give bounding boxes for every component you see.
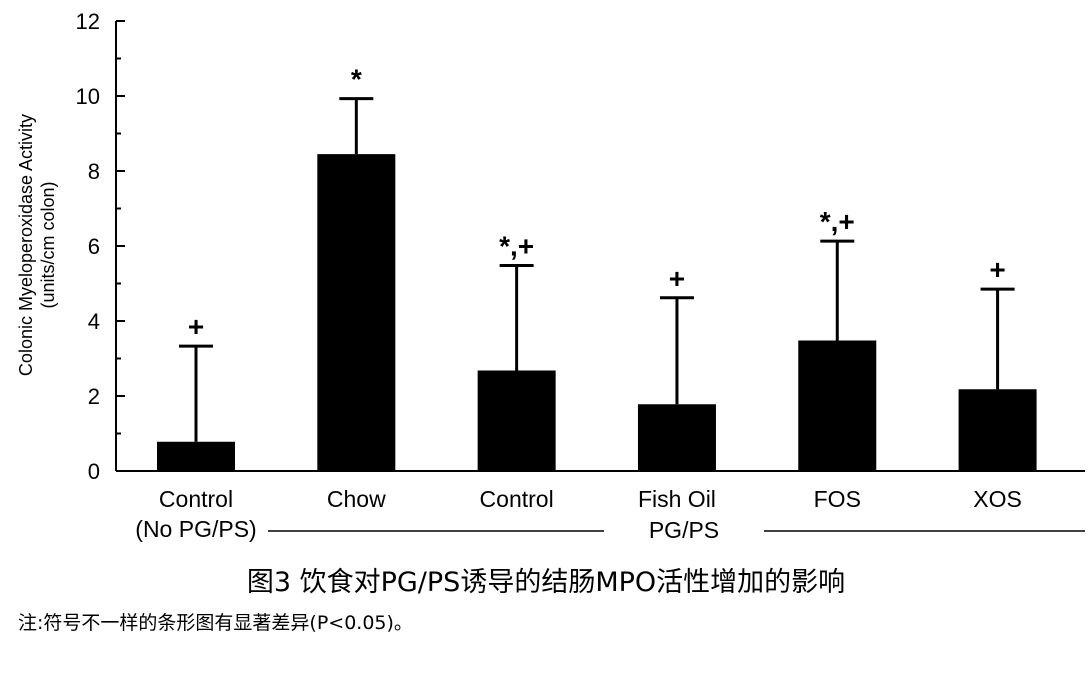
figure-note: 注:符号不一样的条形图有显著差异(P<0.05)。 [18, 612, 413, 634]
y-tick-label: 6 [88, 234, 100, 259]
bar [958, 389, 1037, 471]
bar-chart: 0 2 4 6 8 10 12 + * *,+ + *,+ + Control (No PG/PS) Ch… [16, 9, 1085, 543]
y-tick-label: 0 [88, 459, 100, 484]
significance-mark: * [351, 64, 362, 95]
category-labels: Control (No PG/PS) Chow Control Fish Oil FOS X… [135, 486, 1085, 543]
category-label: Control [480, 486, 554, 512]
y-tick-label: 12 [76, 9, 100, 34]
group-label: PG/PS [649, 517, 719, 543]
significance-mark: + [989, 254, 1005, 285]
category-label: Control [159, 486, 233, 512]
bars: + * *,+ + *,+ + [157, 64, 1037, 471]
significance-mark: + [188, 311, 204, 342]
y-tick-label: 4 [88, 309, 100, 334]
y-tick-label: 2 [88, 384, 100, 409]
bar [477, 370, 556, 471]
category-label: FOS [814, 486, 861, 512]
axes: 0 2 4 6 8 10 12 [76, 9, 1085, 484]
y-tick-label: 10 [76, 84, 100, 109]
category-sublabel: (No PG/PS) [135, 516, 256, 542]
y-axis-title: Colonic Myeloperoxidase Activity [16, 114, 36, 376]
y-axis-unit: (units/cm colon) [38, 181, 58, 308]
y-tick-label: 8 [88, 159, 100, 184]
significance-mark: *,+ [820, 206, 855, 237]
significance-mark: + [669, 263, 685, 294]
figure-caption: 图3 饮食对PG/PS诱导的结肠MPO活性增加的影响 [246, 567, 846, 598]
bar [317, 154, 396, 471]
bar [798, 340, 877, 471]
category-label: XOS [973, 486, 1022, 512]
significance-mark: *,+ [499, 231, 534, 262]
bar [637, 404, 716, 471]
category-label: Chow [327, 486, 386, 512]
bar [157, 441, 235, 471]
category-label: Fish Oil [638, 486, 716, 512]
